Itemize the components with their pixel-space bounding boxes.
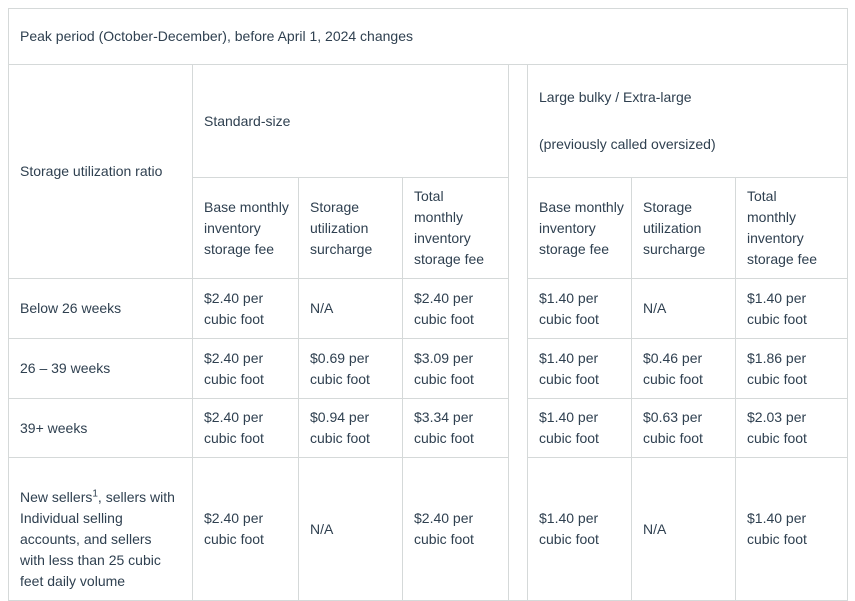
standard-base-fee-cell: $2.40 per cubic foot <box>192 457 299 601</box>
column-group-standard-size: Standard-size <box>192 64 509 178</box>
table-title: Peak period (October-December), before A… <box>8 8 848 65</box>
table-row-39-plus-weeks: 39+ weeks $2.40 per cubic foot $0.94 per… <box>8 398 848 458</box>
oversize-total-fee-cell: $1.86 per cubic foot <box>735 338 848 399</box>
column-group-large-bulky: Large bulky / Extra-large (previously ca… <box>527 64 848 178</box>
column-header-oversize-total-fee: Total monthly inventory storage fee <box>735 177 848 279</box>
oversize-surcharge-cell: $0.46 per cubic foot <box>631 338 736 399</box>
oversize-total-fee-cell: $1.40 per cubic foot <box>735 457 848 601</box>
standard-total-fee-cell: $3.34 per cubic foot <box>402 398 509 458</box>
table-row-new-sellers: New sellers1, sellers with Individual se… <box>8 457 848 601</box>
standard-total-fee-cell: $3.09 per cubic foot <box>402 338 509 399</box>
standard-surcharge-cell: N/A <box>298 457 403 601</box>
standard-total-fee-cell: $2.40 per cubic foot <box>402 278 509 339</box>
table-row-below-26-weeks: Below 26 weeks $2.40 per cubic foot N/A … <box>8 278 848 339</box>
oversize-base-fee-cell: $1.40 per cubic foot <box>527 338 632 399</box>
standard-surcharge-cell: N/A <box>298 278 403 339</box>
column-header-oversize-base-fee: Base monthly inventory storage fee <box>527 177 632 279</box>
column-header-storage-utilization-ratio: Storage utilization ratio <box>8 64 193 279</box>
row-label-text: New sellers <box>20 489 93 505</box>
oversize-total-fee-cell: $1.40 per cubic foot <box>735 278 848 339</box>
oversize-surcharge-cell: $0.63 per cubic foot <box>631 398 736 458</box>
column-group-divider <box>508 64 528 601</box>
column-header-standard-base-fee: Base monthly inventory storage fee <box>192 177 299 279</box>
group-header-row: Storage utilization ratio Standard-size … <box>8 64 848 601</box>
column-header-standard-total-fee: Total monthly inventory storage fee <box>402 177 509 279</box>
column-header-oversize-surcharge: Storage utilization surcharge <box>631 177 736 279</box>
standard-base-fee-cell: $2.40 per cubic foot <box>192 398 299 458</box>
standard-total-fee-cell: $2.40 per cubic foot <box>402 457 509 601</box>
column-header-standard-surcharge: Storage utilization surcharge <box>298 177 403 279</box>
storage-fee-table: Peak period (October-December), before A… <box>8 8 848 601</box>
standard-surcharge-cell: $0.94 per cubic foot <box>298 398 403 458</box>
oversize-surcharge-cell: N/A <box>631 457 736 601</box>
standard-base-fee-cell: $2.40 per cubic foot <box>192 278 299 339</box>
row-label: 26 – 39 weeks <box>8 338 193 399</box>
standard-base-fee-cell: $2.40 per cubic foot <box>192 338 299 399</box>
oversize-base-fee-cell: $1.40 per cubic foot <box>527 398 632 458</box>
oversize-base-fee-cell: $1.40 per cubic foot <box>527 278 632 339</box>
footnote-superscript: 1 <box>92 488 98 500</box>
oversize-base-fee-cell: $1.40 per cubic foot <box>527 457 632 601</box>
row-label: 39+ weeks <box>8 398 193 458</box>
table-row-26-39-weeks: 26 – 39 weeks $2.40 per cubic foot $0.69… <box>8 338 848 399</box>
large-bulky-label-line2: (previously called oversized) <box>539 136 716 152</box>
oversize-surcharge-cell: N/A <box>631 278 736 339</box>
table-title-row: Peak period (October-December), before A… <box>8 8 848 65</box>
row-label: New sellers1, sellers with Individual se… <box>8 457 193 601</box>
storage-fee-table-container: Peak period (October-December), before A… <box>8 8 848 601</box>
standard-surcharge-cell: $0.69 per cubic foot <box>298 338 403 399</box>
large-bulky-label-line1: Large bulky / Extra-large <box>539 89 692 105</box>
oversize-total-fee-cell: $2.03 per cubic foot <box>735 398 848 458</box>
row-label: Below 26 weeks <box>8 278 193 339</box>
